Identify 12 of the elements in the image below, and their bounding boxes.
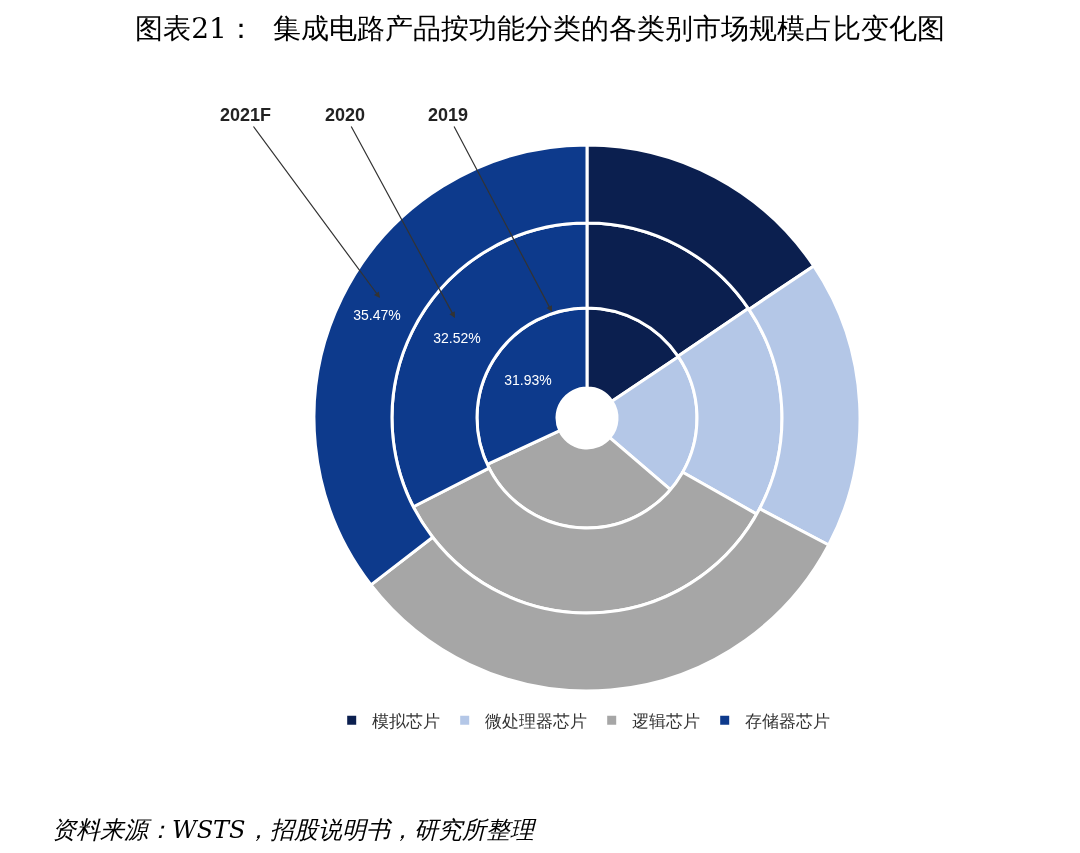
chart-title: 图表21： 集成电路产品按功能分类的各类别市场规模占比变化图: [135, 11, 945, 45]
legend-label: 模拟芯片: [371, 710, 440, 731]
slice-label: 2019: [428, 105, 469, 125]
text: 资料来源：WSTS，招股说明书，研究所整理: [52, 816, 537, 844]
legend-label: 微处理器芯片: [484, 710, 587, 731]
data-label: 35.47%: [353, 306, 401, 323]
slice-label: 2021F: [220, 105, 272, 125]
legend-label: 存储器芯片: [744, 710, 830, 731]
slice-label: 2020: [325, 105, 366, 125]
data-label: 31.93%: [504, 372, 552, 389]
legend-label: 逻辑芯片: [631, 710, 700, 731]
data-label: 32.52%: [433, 330, 481, 347]
